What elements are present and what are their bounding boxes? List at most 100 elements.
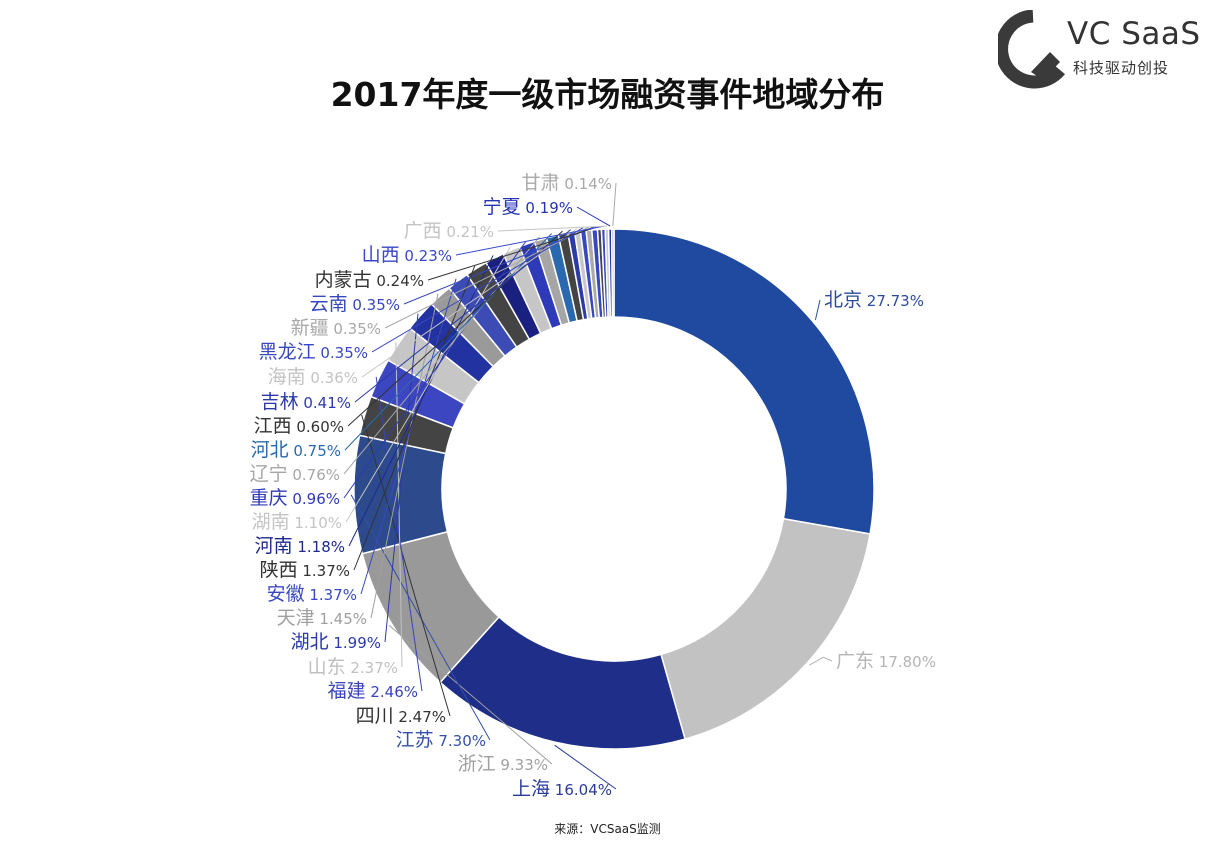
slice-label-name: 海南 xyxy=(268,366,306,388)
slice-label-26: 广西 0.21% xyxy=(404,220,494,242)
slice-label-value: 1.37% xyxy=(305,586,357,604)
slice-label-value: 0.23% xyxy=(400,247,452,265)
slice-label-23: 云南 0.35% xyxy=(310,293,400,315)
slice-label-value: 0.35% xyxy=(329,320,381,338)
slice-label-value: 0.24% xyxy=(372,272,424,290)
slice-label-value: 16.04% xyxy=(550,781,612,799)
slice-28 xyxy=(610,228,615,318)
slice-label-name: 宁夏 xyxy=(483,196,521,218)
slice-label-value: 1.10% xyxy=(290,514,342,532)
slice-label-17: 河北 0.75% xyxy=(251,439,341,461)
leader-line-24 xyxy=(427,225,600,281)
slice-label-name: 安徽 xyxy=(267,583,305,605)
leader-line-16 xyxy=(343,236,540,475)
brand-name: VC SaaS xyxy=(1067,16,1201,52)
slice-label-value: 0.96% xyxy=(288,490,340,508)
chart-title: 2017年度一级市场融资事件地域分布 xyxy=(330,75,885,114)
slice-label-15: 重庆 0.96% xyxy=(250,487,340,509)
slice-label-24: 内蒙古 0.24% xyxy=(315,269,424,291)
slice-label-name: 湖北 xyxy=(291,631,329,653)
slice-label-3: 上海 16.04% xyxy=(512,778,612,800)
slice-label-11: 安徽 1.37% xyxy=(267,583,357,605)
slice-1 xyxy=(613,228,875,535)
slice-label-name: 四川 xyxy=(356,705,394,727)
leader-line-26 xyxy=(497,225,607,232)
leader-line-12 xyxy=(353,265,476,571)
slice-label-value: 0.35% xyxy=(348,296,400,314)
slice-label-name: 江西 xyxy=(254,415,292,437)
logo-ring-shape xyxy=(998,10,1065,89)
slice-label-name: 天津 xyxy=(277,607,315,629)
slice-label-7: 福建 2.46% xyxy=(328,680,418,702)
leader-line-11 xyxy=(360,278,457,595)
slice-label-5: 江苏 7.30% xyxy=(396,729,486,751)
slice-label-name: 北京 xyxy=(824,289,862,311)
slice-label-value: 0.19% xyxy=(521,199,573,217)
leader-line-10 xyxy=(370,293,439,619)
leader-line-22 xyxy=(384,226,589,329)
slice-label-14: 湖南 1.10% xyxy=(252,511,342,533)
slice-label-name: 湖南 xyxy=(252,511,290,533)
slice-label-value: 27.73% xyxy=(862,292,924,310)
brand-logo-icon xyxy=(998,10,1065,89)
slice-label-21: 黑龙江 0.35% xyxy=(259,341,368,363)
leader-line-9 xyxy=(384,313,419,643)
slice-label-name: 河南 xyxy=(255,535,293,557)
leader-line-13 xyxy=(348,255,494,547)
slice-label-20: 海南 0.36% xyxy=(268,366,358,388)
slice-label-27: 宁夏 0.19% xyxy=(483,196,573,218)
slice-label-name: 新疆 xyxy=(291,317,329,339)
slice-label-value: 2.46% xyxy=(366,683,418,701)
slice-label-12: 陕西 1.37% xyxy=(260,559,350,581)
slice-label-value: 1.37% xyxy=(298,562,350,580)
slice-label-4: 浙江 9.33% xyxy=(458,753,548,775)
leader-line-1 xyxy=(814,299,821,321)
slice-label-9: 湖北 1.99% xyxy=(291,631,381,653)
slice-label-2: 广东 17.80% xyxy=(836,650,936,672)
leader-line-27 xyxy=(576,206,611,227)
slice-label-value: 7.30% xyxy=(434,732,486,750)
slice-label-value: 2.37% xyxy=(346,659,398,677)
slice-label-name: 陕西 xyxy=(260,559,298,581)
slice-label-name: 辽宁 xyxy=(250,463,288,485)
slice-label-19: 吉林 0.41% xyxy=(261,391,351,413)
leader-line-21 xyxy=(371,227,584,353)
leader-line-2 xyxy=(809,656,833,666)
slice-2 xyxy=(660,517,871,741)
slice-label-25: 山西 0.23% xyxy=(362,244,452,266)
slice-label-value: 1.18% xyxy=(293,538,345,556)
leader-line-5 xyxy=(350,494,491,741)
slice-label-value: 0.76% xyxy=(288,466,340,484)
brand-tagline: 科技驱动创投 xyxy=(1073,59,1170,77)
slice-label-name: 云南 xyxy=(310,293,348,315)
slice-label-name: 江苏 xyxy=(396,729,434,751)
leader-line-6 xyxy=(361,414,451,717)
slice-label-name: 黑龙江 xyxy=(259,341,316,363)
slice-label-10: 天津 1.45% xyxy=(277,607,367,629)
label-leader-lines xyxy=(343,182,833,790)
slice-label-22: 新疆 0.35% xyxy=(291,317,381,339)
slice-label-name: 山东 xyxy=(308,656,346,678)
slice-label-name: 上海 xyxy=(512,778,550,800)
slice-label-28: 甘肃 0.14% xyxy=(522,172,612,194)
leader-line-15 xyxy=(343,240,527,499)
slice-label-name: 广东 xyxy=(836,650,874,672)
leader-line-3 xyxy=(554,744,617,790)
logo-arrow-shape xyxy=(1031,52,1060,80)
slice-label-value: 0.60% xyxy=(292,418,344,436)
slice-label-name: 广西 xyxy=(404,220,442,242)
slice-labels: 北京 27.73%广东 17.80%上海 16.04%浙江 9.33%江苏 7.… xyxy=(250,172,936,800)
leader-line-20 xyxy=(361,228,578,378)
leader-line-23 xyxy=(403,226,595,305)
slice-label-value: 0.35% xyxy=(316,344,368,362)
chart-source-note: 来源：VCSaaS监测 xyxy=(554,822,661,836)
slice-label-value: 17.80% xyxy=(874,653,936,671)
slice-label-value: 0.75% xyxy=(289,442,341,460)
slice-label-name: 甘肃 xyxy=(522,172,560,194)
slice-label-18: 江西 0.60% xyxy=(254,415,344,437)
slice-label-6: 四川 2.47% xyxy=(356,705,446,727)
slice-label-name: 重庆 xyxy=(250,487,288,509)
slice-label-value: 2.47% xyxy=(394,708,446,726)
donut-slices xyxy=(353,228,875,750)
